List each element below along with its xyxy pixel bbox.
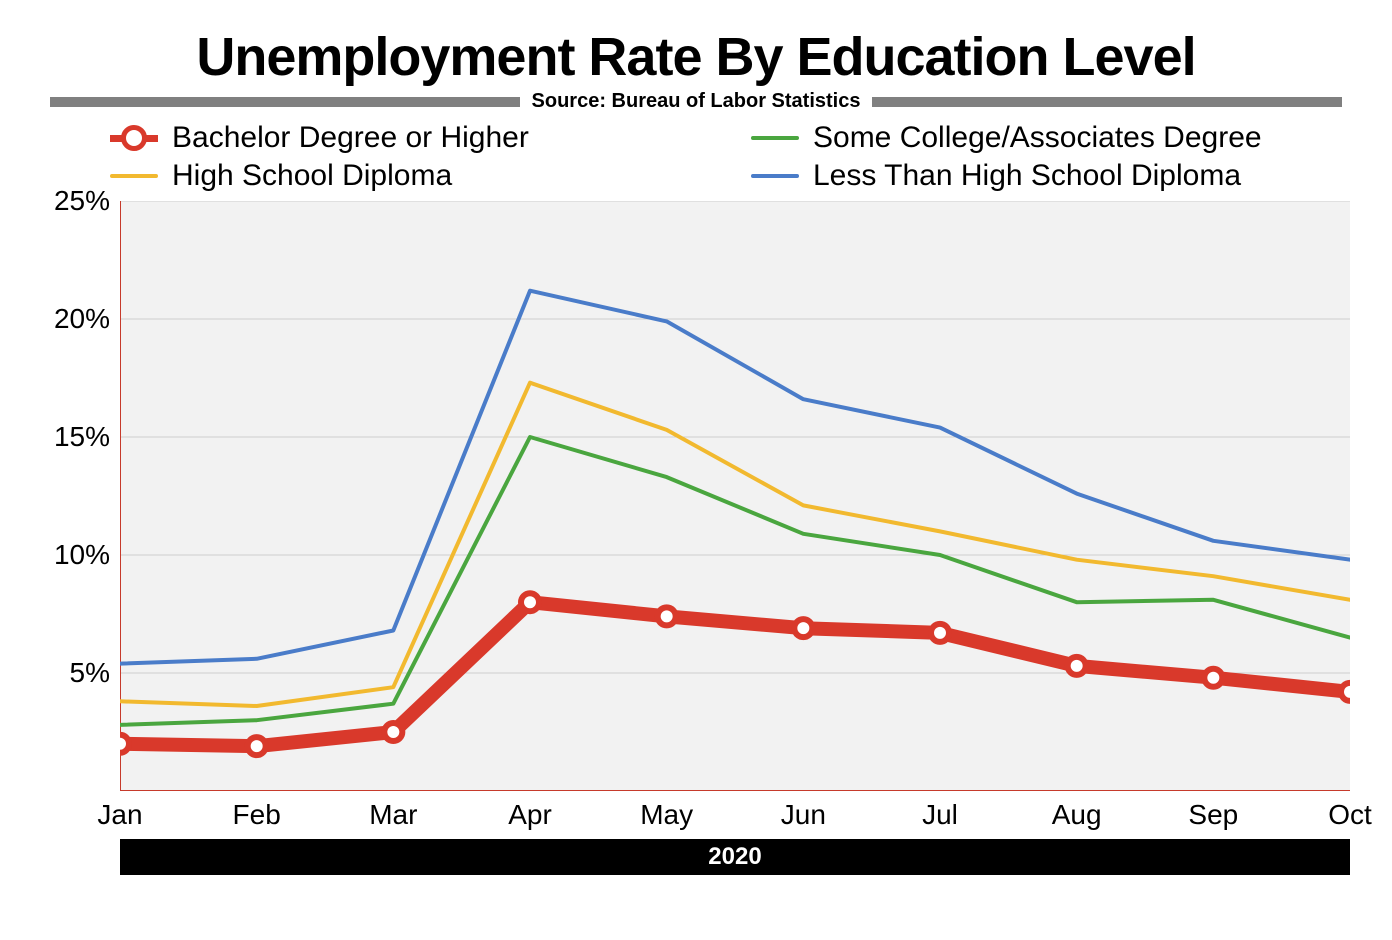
x-tick-label: Apr — [508, 799, 552, 831]
x-tick-label: Mar — [369, 799, 417, 831]
y-tick-label: 5% — [70, 657, 110, 689]
y-tick-label: 25% — [54, 185, 110, 217]
rule-left — [50, 97, 520, 107]
legend-label: High School Diploma — [172, 159, 452, 193]
y-tick-label: 15% — [54, 421, 110, 453]
legend-label: Less Than High School Diploma — [813, 159, 1241, 193]
y-tick-label: 10% — [54, 539, 110, 571]
x-tick-label: May — [640, 799, 693, 831]
subtitle-row: Source: Bureau of Labor Statistics — [50, 90, 1342, 113]
x-tick-label: Sep — [1188, 799, 1238, 831]
y-tick-label: 20% — [54, 303, 110, 335]
x-tick-label: Jan — [97, 799, 142, 831]
chart-container: Unemployment Rate By Education Level Sou… — [0, 0, 1392, 940]
chart-svg — [120, 201, 1350, 791]
x-tick-label: Oct — [1328, 799, 1372, 831]
legend-swatch-some-college — [751, 136, 799, 140]
plot-area: 5%10%15%20%25% JanFebMarAprMayJunJulAugS… — [120, 201, 1332, 891]
rule-right — [872, 97, 1342, 107]
x-tick-label: Feb — [233, 799, 281, 831]
legend-label: Some College/Associates Degree — [813, 121, 1262, 155]
legend-label: Bachelor Degree or Higher — [172, 121, 529, 155]
legend-swatch-less-hs — [751, 174, 799, 178]
y-axis: 5%10%15%20%25% — [40, 201, 110, 791]
x-tick-label: Aug — [1052, 799, 1102, 831]
legend-item-some-college: Some College/Associates Degree — [751, 121, 1352, 155]
legend-swatch-hs — [110, 174, 158, 178]
x-tick-label: Jun — [781, 799, 826, 831]
year-label: 2020 — [708, 843, 761, 870]
year-bar: 2020 — [120, 839, 1350, 875]
chart-subtitle: Source: Bureau of Labor Statistics — [532, 90, 861, 113]
legend-swatch-bachelor — [110, 128, 158, 148]
legend-item-bachelor: Bachelor Degree or Higher — [110, 121, 711, 155]
chart-title: Unemployment Rate By Education Level — [40, 30, 1352, 84]
legend-item-less-hs: Less Than High School Diploma — [751, 159, 1352, 193]
legend-item-hs: High School Diploma — [110, 159, 711, 193]
legend: Bachelor Degree or Higher Some College/A… — [110, 121, 1352, 193]
x-tick-label: Jul — [922, 799, 958, 831]
